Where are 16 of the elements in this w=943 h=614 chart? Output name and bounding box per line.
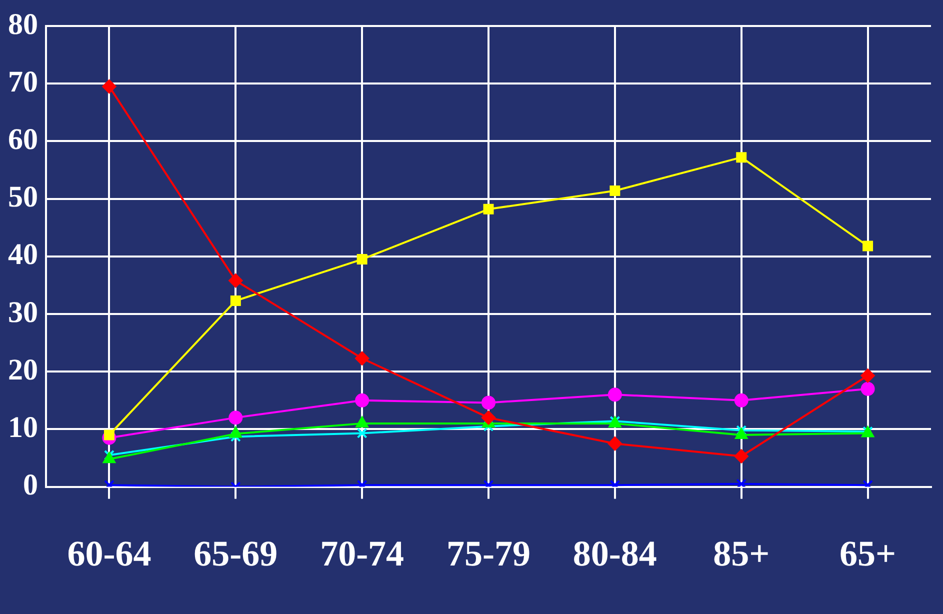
- x-tick-label: 80-84: [572, 534, 657, 574]
- y-tick-label: 50: [8, 180, 38, 214]
- y-tick-label: 30: [8, 296, 38, 329]
- x-tick-label: 70-74: [320, 534, 404, 574]
- y-tick-label: 60: [8, 122, 38, 156]
- y-tick-label: 70: [8, 65, 38, 98]
- x-tick-label: 65-69: [194, 534, 278, 574]
- y-tick-label: 40: [8, 238, 38, 272]
- x-tick-label: 85+: [713, 534, 770, 574]
- x-tick-label: 75-79: [446, 534, 530, 574]
- y-tick-label: 20: [8, 353, 38, 386]
- x-tick-label: 60-64: [67, 534, 152, 574]
- y-tick-label: 80: [8, 8, 38, 41]
- x-tick-label: 65+: [840, 534, 896, 574]
- y-tick-label: 10: [8, 410, 38, 444]
- y-tick-label: 0: [23, 468, 38, 502]
